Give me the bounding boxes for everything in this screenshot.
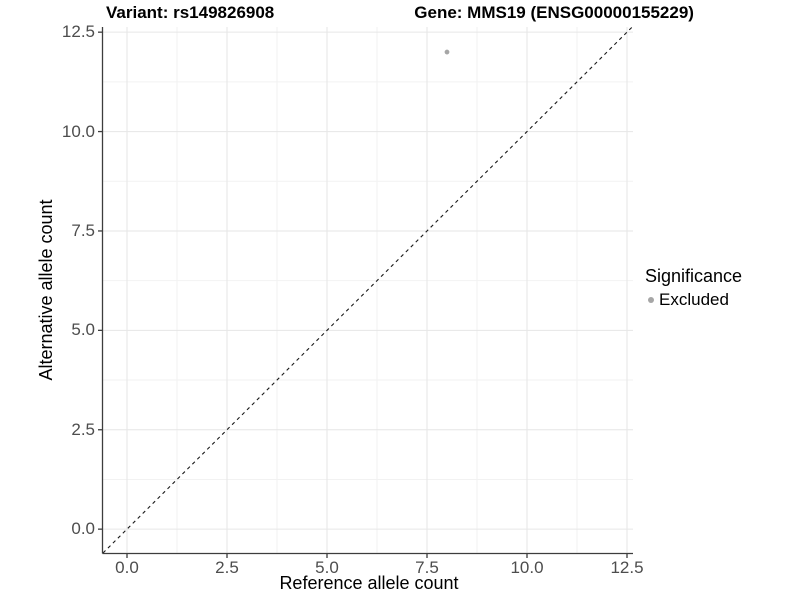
- x-tick-label: 7.5: [415, 558, 439, 577]
- legend: Significance Excluded: [645, 266, 795, 309]
- legend-item-label: Excluded: [659, 290, 729, 309]
- plot-title: Variant: rs149826908 Gene: MMS19 (ENSG00…: [0, 3, 800, 23]
- panel-area: [103, 27, 633, 553]
- legend-title: Significance: [645, 266, 743, 286]
- y-tick-label: 0.0: [71, 519, 95, 539]
- y-tick-label: 12.5: [61, 22, 95, 42]
- y-tick-label: 2.5: [71, 419, 95, 439]
- y-tick-label: 10.0: [61, 121, 95, 141]
- x-tick-label: 2.5: [215, 558, 239, 577]
- y-axis-title: Alternative allele count: [36, 199, 56, 381]
- y-tick-label: 5.0: [71, 320, 95, 340]
- identity-line: [103, 27, 633, 553]
- x-tick-label: 0.0: [115, 558, 139, 577]
- y-tick-label: 7.5: [71, 220, 95, 240]
- legend-item-excluded: Excluded: [645, 290, 795, 309]
- plot-title-gene: Gene: MMS19 (ENSG00000155229): [414, 3, 694, 22]
- x-tick-label: 10.0: [510, 558, 544, 577]
- x-tick-label: 12.5: [610, 558, 644, 577]
- legend-key-dot-icon: [648, 296, 654, 303]
- data-point: [444, 49, 450, 55]
- plot-title-variant: Variant: rs149826908: [106, 3, 275, 22]
- x-tick-label: 5.0: [315, 558, 339, 577]
- x-axis-title: Reference allele count: [279, 573, 459, 593]
